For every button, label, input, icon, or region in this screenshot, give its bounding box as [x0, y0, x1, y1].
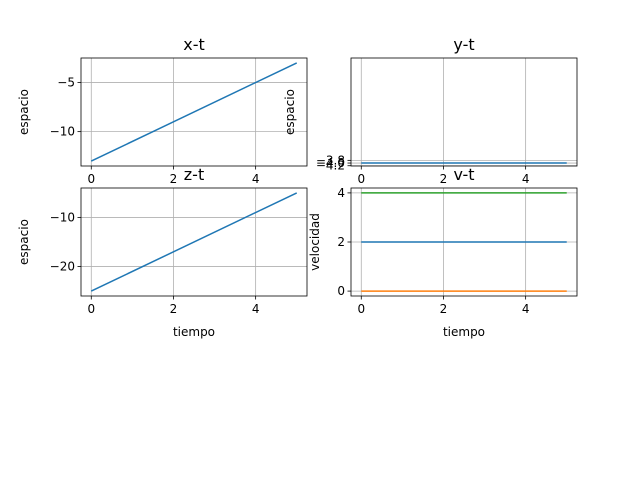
- axes-frame: [80, 187, 308, 297]
- y-tick-label: 0: [337, 284, 345, 298]
- y-tick-label: 2: [337, 235, 345, 249]
- axes-frame: [350, 57, 578, 167]
- x-tick-label: 4: [522, 172, 530, 186]
- x-tick-label: 2: [170, 302, 178, 316]
- y-axis-label: espacio: [17, 89, 31, 135]
- axes-background: [351, 58, 577, 166]
- subplot-title: x-t: [183, 35, 205, 54]
- y-tick-label: −10: [50, 125, 75, 139]
- axes-frame: [80, 57, 308, 167]
- series-line-1: [90, 192, 298, 292]
- y-tick-label: −3.8: [316, 153, 345, 167]
- y-axis-label: velocidad: [308, 213, 322, 271]
- x-tick-label: 2: [440, 172, 448, 186]
- x-axis-label: tiempo: [443, 325, 485, 339]
- x-tick-label: 4: [252, 172, 260, 186]
- subplots: 0 2 4 −5 −10 x-t espacio 0 2 4 −3.8−4.0−4.2 y-t espa…: [17, 35, 578, 339]
- y-axis-label: espacio: [17, 219, 31, 265]
- y-tick-label: −20: [50, 260, 75, 274]
- x-tick-label: 0: [87, 302, 95, 316]
- y-tick-label: −5: [57, 76, 75, 90]
- subplot-title: z-t: [184, 165, 204, 184]
- x-tick-label: 0: [357, 172, 365, 186]
- x-tick-label: 2: [170, 172, 178, 186]
- subplot-1: 0 2 4 −5 −10 x-t espacio: [17, 35, 308, 186]
- subplot-2: 0 2 4 −3.8−4.0−4.2 y-t espacio: [283, 35, 578, 186]
- subplot-3: 0 2 4 −10 −20 z-t espacio tiempo: [17, 165, 308, 339]
- y-tick-label: 4: [337, 186, 345, 200]
- subplot-title: y-t: [453, 35, 474, 54]
- x-tick-label: 4: [522, 302, 530, 316]
- y-tick-label: −4.0: [316, 156, 345, 170]
- x-tick-label: 4: [252, 302, 260, 316]
- series-line-1: [90, 62, 298, 162]
- x-axis-label: tiempo: [173, 325, 215, 339]
- x-tick-label: 0: [357, 302, 365, 316]
- x-tick-label: 0: [87, 172, 95, 186]
- y-tick-label: −10: [50, 210, 75, 224]
- subplot-title: v-t: [453, 165, 474, 184]
- y-tick-label: −4.2: [316, 159, 345, 173]
- y-axis-label: espacio: [283, 89, 297, 135]
- x-tick-label: 2: [440, 302, 448, 316]
